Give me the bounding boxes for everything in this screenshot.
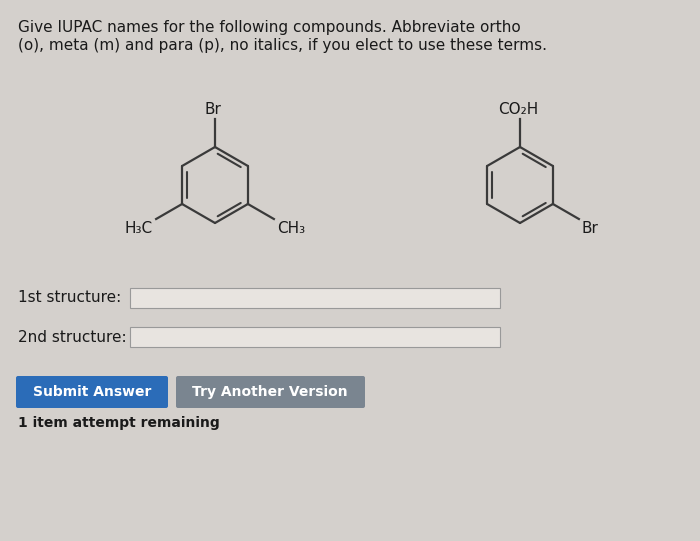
FancyBboxPatch shape [176, 376, 365, 408]
Text: Give IUPAC names for the following compounds. Abbreviate ortho: Give IUPAC names for the following compo… [18, 20, 521, 35]
Text: Try Another Version: Try Another Version [193, 385, 348, 399]
Bar [130, 327, 500, 347]
Text: Submit Answer: Submit Answer [33, 385, 151, 399]
Text: 1 item attempt remaining: 1 item attempt remaining [18, 416, 220, 430]
Text: Br: Br [204, 102, 221, 117]
Text: H₃C: H₃C [125, 221, 153, 236]
Text: CH₃: CH₃ [277, 221, 305, 236]
Text: Br: Br [582, 221, 598, 236]
Text: 1st structure:: 1st structure: [18, 291, 121, 306]
Text: CO₂H: CO₂H [498, 102, 538, 117]
Text: 2nd structure:: 2nd structure: [18, 329, 127, 345]
FancyBboxPatch shape [16, 376, 168, 408]
Text: (o), meta (m) and para (p), no italics, if you elect to use these terms.: (o), meta (m) and para (p), no italics, … [18, 38, 547, 53]
Bar [130, 288, 500, 308]
